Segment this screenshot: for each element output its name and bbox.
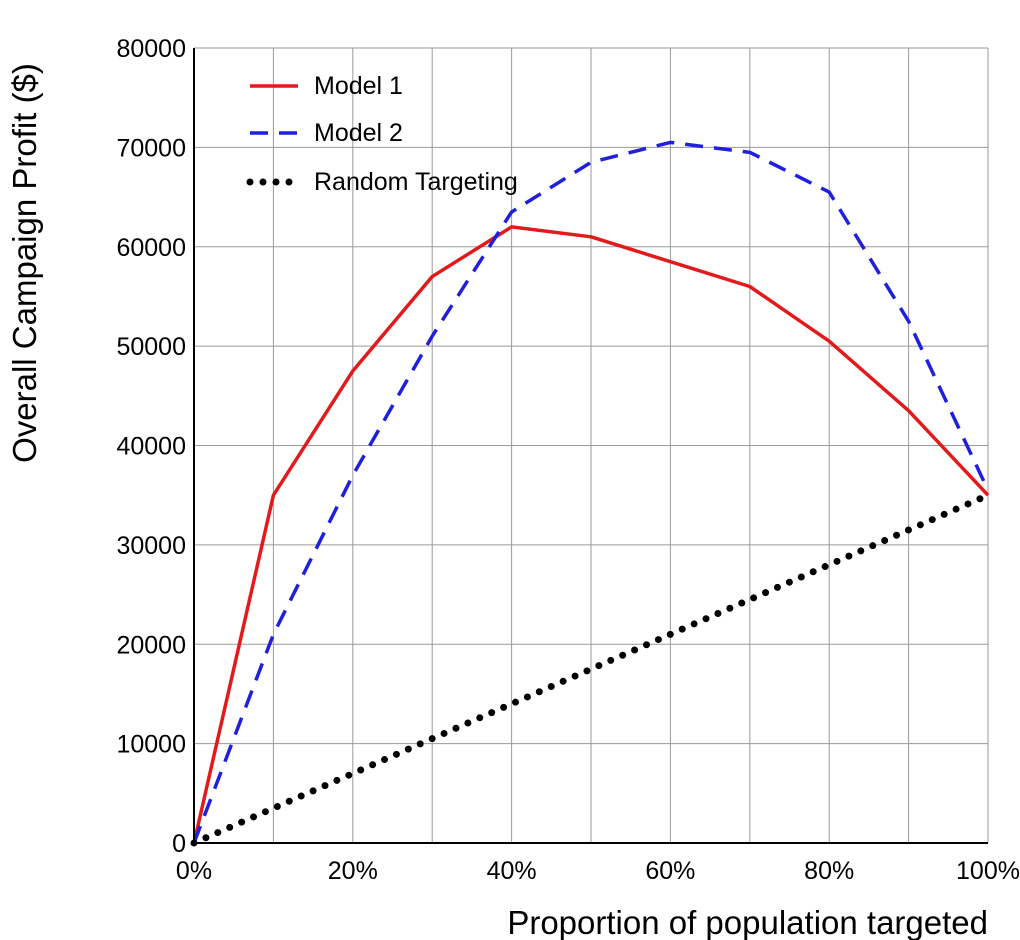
x-tick-label: 100% [956,857,1020,885]
legend-label-2: Model 2 [314,119,403,147]
series-lines [190,140,992,847]
y-tick-label: 70000 [116,134,186,162]
legend: Model 1 Model 2 Random Targeting [246,72,518,196]
y-tick-label: 50000 [116,333,186,361]
series-line-3 [190,491,992,847]
y-tick-label: 10000 [116,731,186,759]
legend-label-1: Model 1 [314,72,403,100]
x-axis-title: Proportion of population targeted [507,904,988,940]
y-tick-label: 30000 [116,532,186,560]
y-tick-label: 80000 [116,35,186,63]
x-tick-labels: 0% 20% 40% 60% 80% 100% [176,857,1020,885]
x-tick-label: 40% [487,857,537,885]
y-axis-title: Overall Campaign Profit ($) [6,63,43,463]
y-tick-label: 20000 [116,631,186,659]
series-line-2 [192,140,990,844]
x-tick-label: 0% [176,857,212,885]
y-tick-labels: 0 10000 20000 30000 40000 50000 60000 70000 8000… [116,35,186,858]
y-tick-label: 60000 [116,234,186,262]
x-tick-label: 80% [804,857,854,885]
legend-label-3: Random Targeting [314,168,518,196]
axes [193,48,988,844]
x-tick-label: 20% [328,857,378,885]
y-tick-label: 0 [172,830,186,858]
series-line-1 [192,225,990,844]
x-tick-label: 60% [645,857,695,885]
y-tick-label: 40000 [116,433,186,461]
